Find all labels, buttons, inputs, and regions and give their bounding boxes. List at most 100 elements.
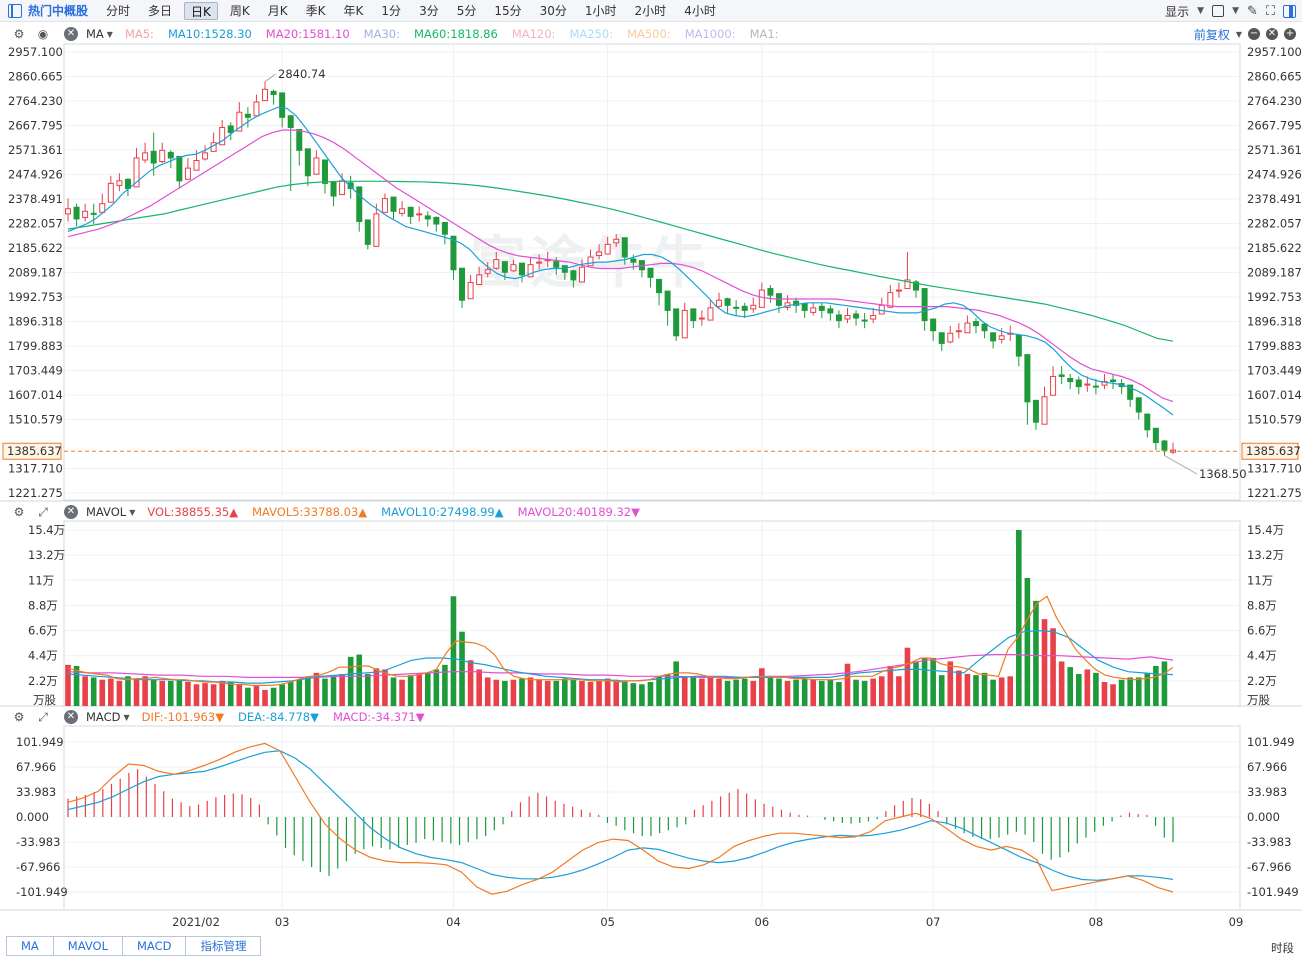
volume-bar <box>1016 530 1022 706</box>
price-tick-label-right: 2571.361 <box>1247 143 1302 157</box>
candle-body <box>501 261 508 273</box>
ma-indicator-name[interactable]: MA <box>86 27 104 41</box>
chevron-down-icon[interactable]: ▼ <box>123 712 130 722</box>
chevron-down-icon[interactable]: ▼ <box>1197 6 1205 16</box>
period-tab[interactable]: 3分 <box>419 3 439 18</box>
time-tick-label: 04 <box>446 915 461 929</box>
volume-bar <box>596 680 602 706</box>
tab-indicator-manage[interactable]: 指标管理 <box>186 937 261 955</box>
volume-bar <box>613 679 620 706</box>
period-tab[interactable]: 周K <box>229 3 250 18</box>
tab-ma[interactable]: MA <box>7 937 54 955</box>
time-tick-label: 2021/02 <box>172 915 220 929</box>
candle-body <box>587 256 594 267</box>
macd-tick-label-right: 67.966 <box>1247 760 1287 774</box>
chevron-down-icon[interactable]: ▼ <box>1235 29 1242 39</box>
volume-bar <box>150 679 157 706</box>
chevron-down-icon[interactable]: ▼ <box>106 29 113 39</box>
volume-bar <box>450 596 457 706</box>
main-indicator-value: MA5: <box>124 27 154 41</box>
ma-values: MA5: MA10:1528.30 MA20:1581.10 MA30: MA60:18… <box>125 27 779 41</box>
chevron-down-icon[interactable]: ▼ <box>1232 6 1239 16</box>
candle-body <box>921 288 928 322</box>
volume-bar <box>459 631 465 706</box>
tab-mavol[interactable]: MAVOL <box>53 937 123 955</box>
adjust-menu[interactable]: 前复权 <box>1193 27 1230 42</box>
expand-icon[interactable]: ⤢ <box>38 709 48 724</box>
fullscreen-icon[interactable]: ⛶ <box>1265 3 1275 19</box>
candle-body <box>321 159 328 184</box>
candle-body <box>347 182 354 189</box>
mavol-values: VOL:38855.35▲ MAVOL5:33788.03▲ MAVOL10:274… <box>147 505 640 519</box>
price-tick-label-right: 1799.883 <box>1247 339 1302 353</box>
max-price-label: 2840.74 <box>278 67 326 81</box>
close-icon[interactable]: ✕ <box>64 27 78 41</box>
minus-circle-icon[interactable]: − <box>1248 28 1260 40</box>
volume-tick-label-left: 13.2万 <box>28 548 65 562</box>
volume-bar <box>1024 578 1031 706</box>
display-menu[interactable]: 显示 <box>1165 4 1190 19</box>
chevron-down-icon[interactable]: ▼ <box>129 507 136 517</box>
candle-body <box>159 149 166 163</box>
volume-bar <box>502 680 508 706</box>
volume-bar <box>930 658 936 706</box>
period-tab[interactable]: 15分 <box>494 3 522 18</box>
close-icon[interactable]: ✕ <box>64 505 78 519</box>
volume-bar <box>570 679 577 706</box>
period-toolbar: 热门中概股 分时 多日 日K 周K 月K 季K 年K 1分 3分 5分 15分 30分 1小时 2小时 4小… <box>0 0 1302 22</box>
ma20-line <box>67 129 1174 403</box>
price-tick-label-left: 2378.491 <box>8 192 63 206</box>
volume-bar <box>964 674 971 706</box>
plus-circle-icon[interactable]: + <box>1284 28 1296 40</box>
close-icon[interactable]: ✕ <box>64 710 78 724</box>
gear-icon[interactable]: ⚙ <box>13 505 25 519</box>
tab-macd[interactable]: MACD <box>122 937 187 955</box>
period-tab[interactable]: 多日 <box>148 3 173 18</box>
pen-icon[interactable]: ✎ <box>1246 3 1258 19</box>
candle-body <box>733 306 740 309</box>
gear-icon[interactable]: ⚙ <box>13 710 25 724</box>
period-tab[interactable]: 季K <box>305 3 326 18</box>
candle-body <box>887 292 894 308</box>
eye-icon[interactable]: ◉ <box>37 27 49 41</box>
gear-icon[interactable]: ⚙ <box>13 27 25 41</box>
candle-body <box>955 330 962 333</box>
volume-unit-label-left: 万股 <box>33 693 56 707</box>
period-tab[interactable]: 日K <box>184 1 218 20</box>
period-tab[interactable]: 1分 <box>381 3 402 18</box>
sidebar-toggle-icon[interactable] <box>8 3 22 18</box>
candle-body <box>741 305 748 311</box>
time-axis-label: 时段 <box>1271 941 1294 955</box>
macd-tick-label-left: 101.949 <box>16 735 64 749</box>
volume-bar <box>998 677 1005 706</box>
mavol-indicator-name[interactable]: MAVOL <box>86 505 127 519</box>
candle-body <box>373 213 380 247</box>
period-tab[interactable]: 5分 <box>456 3 477 18</box>
close-circle-icon[interactable]: ✕ <box>1266 28 1278 40</box>
candle-body <box>964 322 971 334</box>
period-tab[interactable]: 月K <box>267 3 288 18</box>
candle-body <box>758 289 765 308</box>
candle-body <box>895 289 902 292</box>
candle-body <box>1161 440 1168 451</box>
period-tab[interactable]: 2小时 <box>634 3 667 18</box>
expand-icon[interactable]: ⤢ <box>38 504 48 519</box>
layout-icon[interactable] <box>1212 5 1225 17</box>
volume-bar <box>981 672 988 706</box>
volume-bar <box>956 670 962 706</box>
volume-tick-label-right: 8.8万 <box>1247 598 1277 612</box>
candle-body <box>424 215 431 220</box>
period-tab[interactable]: 4小时 <box>684 3 716 18</box>
candle-body <box>150 150 157 164</box>
period-tab[interactable]: 年K <box>343 3 364 18</box>
mavol10-line <box>67 629 1174 684</box>
period-tab[interactable]: 1小时 <box>584 3 617 18</box>
instrument-title[interactable]: 热门中概股 <box>28 4 89 18</box>
volume-bar <box>810 679 817 706</box>
panel-toggle-icon[interactable] <box>1283 4 1296 18</box>
macd-indicator-name[interactable]: MACD <box>86 710 121 724</box>
period-tab[interactable]: 30分 <box>539 3 567 18</box>
volume-bar <box>878 676 885 706</box>
period-tab[interactable]: 分时 <box>106 3 131 18</box>
